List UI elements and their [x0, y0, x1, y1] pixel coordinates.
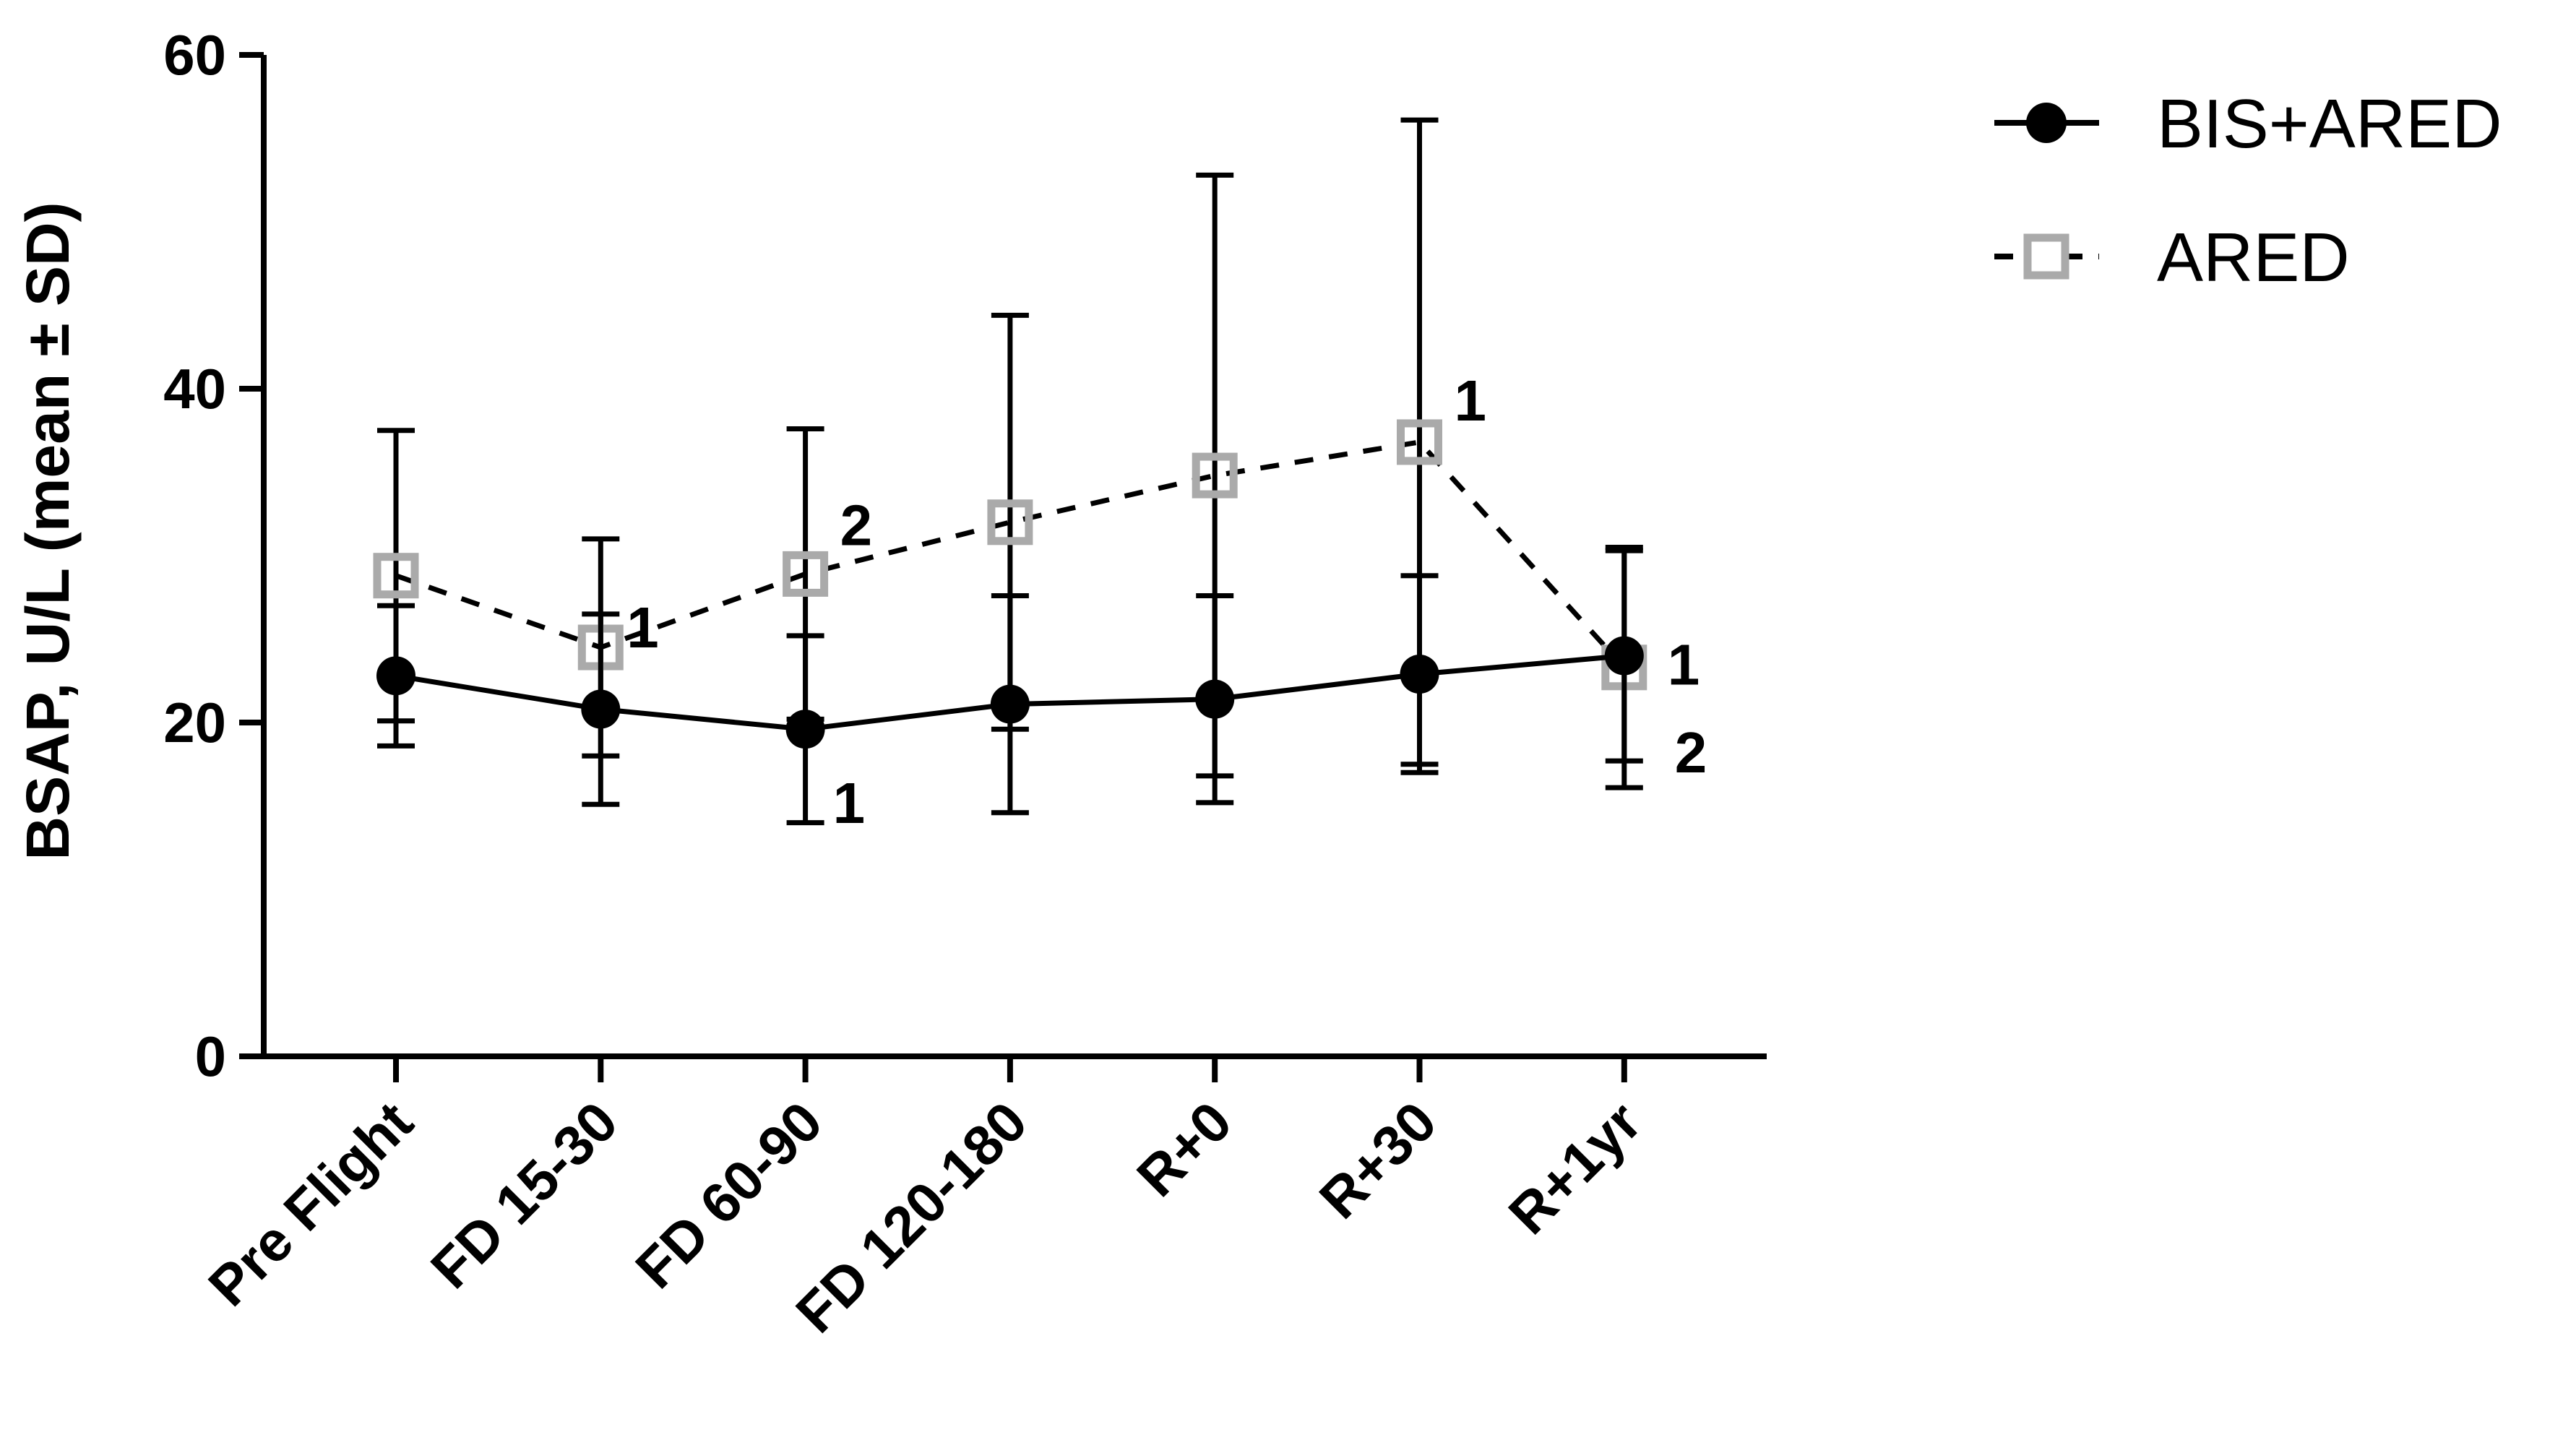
data-point	[376, 656, 415, 696]
legend-item: BIS+ARED	[1994, 85, 2502, 163]
data-point	[1195, 679, 1235, 719]
data-point	[581, 689, 621, 729]
legend-item: ARED	[1994, 219, 2350, 296]
data-point	[987, 499, 1033, 546]
annotation-label: 1	[833, 771, 866, 835]
legend-label: BIS+ARED	[2157, 85, 2502, 163]
legend-marker	[2023, 233, 2069, 280]
x-tick-label: R+0	[1124, 1090, 1244, 1209]
y-tick-label: 40	[163, 357, 226, 421]
data-point	[1400, 655, 1439, 694]
data-point	[783, 551, 829, 597]
x-tick-label: Pre Flight	[196, 1090, 425, 1319]
legend-label: ARED	[2157, 219, 2350, 296]
annotation-label: 1	[1668, 633, 1700, 697]
data-point	[1604, 636, 1644, 676]
y-ticks: 0 20 40 60	[163, 23, 264, 1088]
data-point	[1397, 419, 1442, 465]
x-tick-label: R+30	[1307, 1090, 1449, 1231]
data-point	[373, 553, 419, 599]
annotation-label: 1	[1455, 368, 1487, 433]
y-tick-label: 20	[163, 691, 226, 754]
legend: BIS+ARED ARED	[1994, 85, 2502, 296]
y-axis-title: BSAP, U/L (mean ± SD)	[14, 202, 82, 860]
x-tick-label: R+1yr	[1496, 1090, 1653, 1246]
annotation-label: 2	[840, 493, 873, 557]
data-point	[1192, 452, 1238, 499]
data-point	[785, 710, 825, 749]
y-tick-label: 0	[195, 1025, 226, 1088]
x-tick-label: FD 60-90	[623, 1090, 834, 1301]
annotation-label: 1	[626, 595, 659, 660]
y-tick-label: 60	[163, 23, 226, 87]
annotation-label: 2	[1675, 720, 1707, 785]
data-point	[990, 684, 1030, 724]
annotations: 1 1 1 2 1 2	[626, 368, 1707, 835]
x-tick-label: FD 15-30	[418, 1090, 629, 1301]
series-bis-ared	[376, 548, 1644, 826]
plot-area: 1 1 1 2 1 2	[373, 117, 1707, 835]
legend-marker	[2026, 103, 2067, 143]
